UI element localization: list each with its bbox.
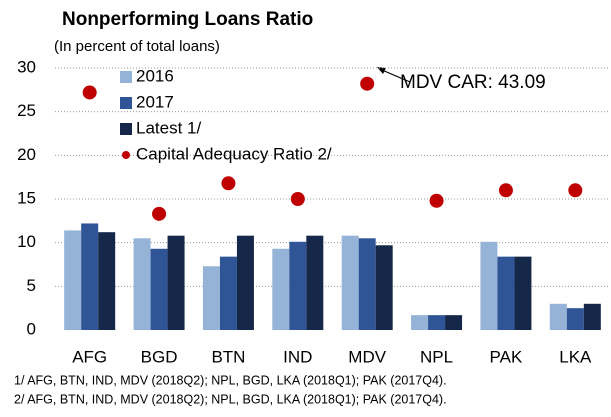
bar bbox=[428, 315, 446, 330]
bar bbox=[549, 303, 567, 330]
x-tick-label: PAK bbox=[490, 347, 523, 366]
annotation-arrow bbox=[381, 69, 411, 83]
bar bbox=[202, 266, 220, 330]
bar bbox=[98, 232, 116, 330]
x-tick-label: IND bbox=[283, 347, 312, 366]
bar bbox=[150, 248, 168, 330]
marker bbox=[290, 192, 305, 206]
y-tick-label: 30 bbox=[17, 57, 36, 76]
marker bbox=[568, 183, 583, 198]
y-tick-label: 25 bbox=[17, 101, 36, 120]
marker bbox=[360, 76, 375, 91]
bar bbox=[289, 241, 307, 330]
marker bbox=[82, 85, 97, 100]
legend-label: Latest 1/ bbox=[136, 118, 201, 137]
y-tick-label: 5 bbox=[27, 276, 36, 295]
x-tick-label: LKA bbox=[559, 347, 592, 366]
y-tick-label: 0 bbox=[27, 319, 36, 338]
bar bbox=[341, 235, 359, 330]
bar bbox=[375, 245, 393, 330]
bar bbox=[81, 223, 99, 330]
x-tick-label: NPL bbox=[420, 347, 453, 366]
bar bbox=[566, 308, 584, 330]
y-tick-label: 20 bbox=[17, 145, 36, 164]
bar bbox=[514, 256, 532, 330]
x-tick-label: MDV bbox=[348, 347, 386, 366]
x-tick-label: BTN bbox=[211, 347, 245, 366]
x-tick-label: BGD bbox=[141, 347, 178, 366]
marker bbox=[221, 176, 236, 191]
bar bbox=[358, 238, 376, 330]
y-tick-label: 15 bbox=[17, 188, 36, 207]
bar bbox=[219, 256, 237, 330]
bar bbox=[583, 303, 601, 330]
legend-swatch bbox=[120, 71, 132, 83]
bar bbox=[133, 238, 151, 330]
marker bbox=[429, 193, 444, 208]
footnote: 1/ AFG, BTN, IND, MDV (2018Q2); NPL, BGD… bbox=[14, 373, 447, 387]
chart-title: Nonperforming Loans Ratio bbox=[62, 9, 313, 30]
legend-marker bbox=[122, 151, 130, 159]
bar bbox=[306, 235, 324, 330]
bar bbox=[272, 248, 290, 330]
footnote: 2/ AFG, BTN, IND, MDV (2018Q2); NPL, BGD… bbox=[14, 392, 447, 406]
legend-swatch bbox=[120, 97, 132, 109]
legend-label: 2016 bbox=[136, 66, 174, 85]
legend-label: Capital Adequacy Ratio 2/ bbox=[136, 144, 332, 163]
bar bbox=[445, 315, 463, 330]
bar bbox=[236, 235, 254, 330]
marker bbox=[498, 183, 513, 198]
bar bbox=[167, 235, 185, 330]
annotation: MDV CAR: 43.09 bbox=[400, 72, 546, 93]
annotation-arrowhead bbox=[377, 67, 386, 74]
bar bbox=[480, 241, 498, 330]
bar bbox=[411, 315, 429, 330]
bar bbox=[64, 230, 82, 330]
bar bbox=[497, 256, 515, 330]
legend-swatch bbox=[120, 123, 132, 135]
x-tick-label: AFG bbox=[72, 347, 107, 366]
legend-label: 2017 bbox=[136, 92, 174, 111]
marker bbox=[152, 206, 167, 221]
chart-subtitle: (In percent of total loans) bbox=[54, 38, 220, 55]
y-tick-label: 10 bbox=[17, 232, 36, 251]
